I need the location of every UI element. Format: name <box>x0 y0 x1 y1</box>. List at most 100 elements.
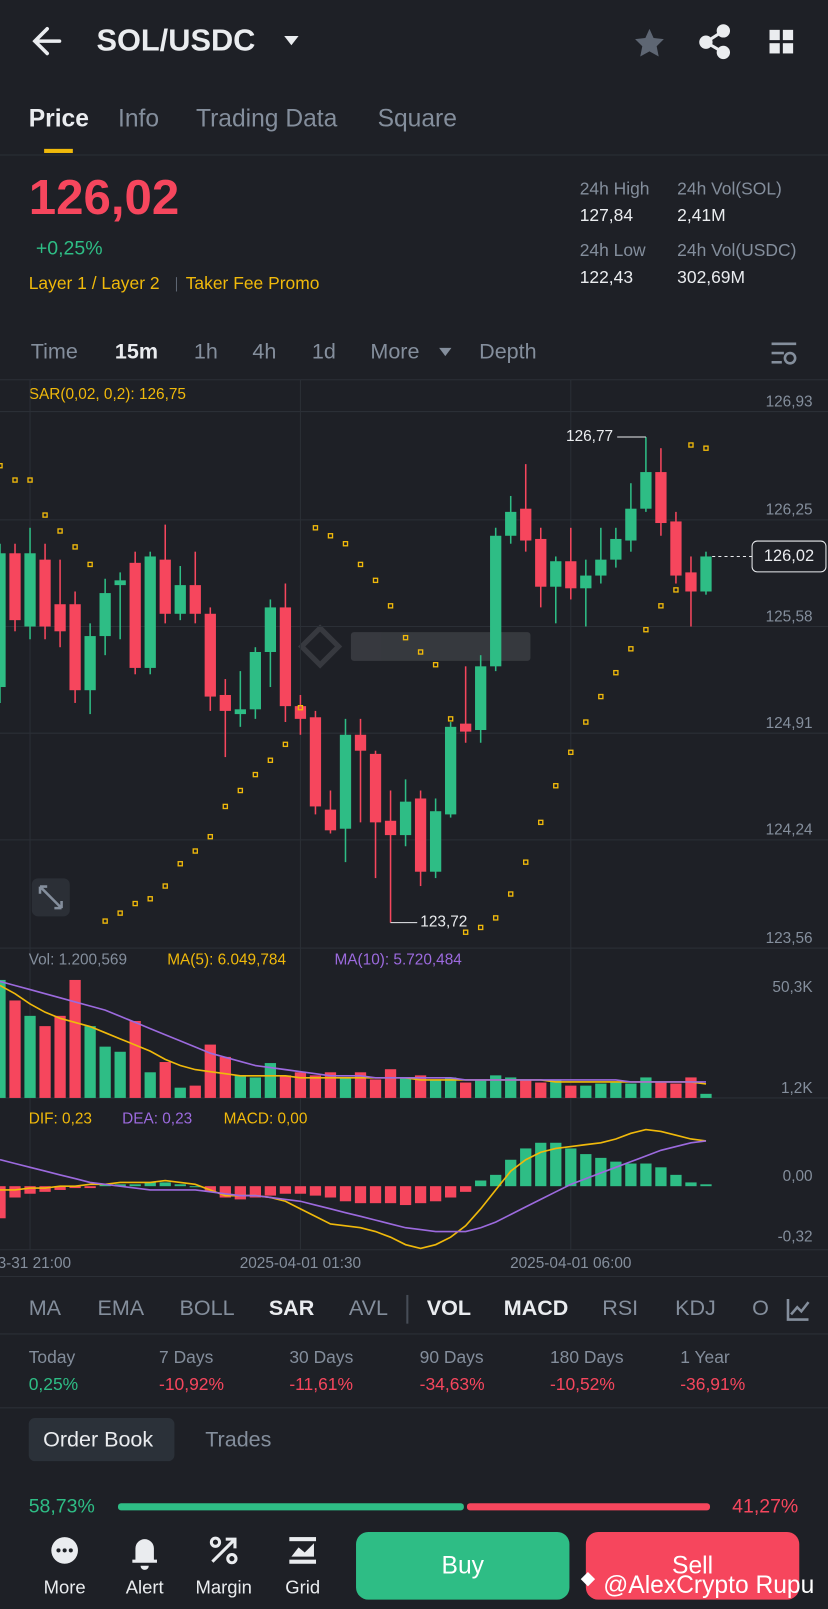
volume-bar <box>0 979 6 1098</box>
sar-dot <box>177 861 183 867</box>
volume-bar <box>114 1051 126 1098</box>
chart-settings-icon[interactable] <box>771 342 797 365</box>
expand-button[interactable] <box>31 878 70 917</box>
more-icon[interactable] <box>51 1537 78 1564</box>
sar-dot <box>162 883 168 889</box>
sar-dot <box>447 716 454 722</box>
volume-bar <box>234 1075 246 1098</box>
volume-bar <box>69 979 81 1098</box>
y-tick-label: 126,93 <box>766 393 813 410</box>
performance-value: -11,61% <box>289 1374 353 1394</box>
interval[interactable]: Time <box>31 340 78 364</box>
y-tick-label: 125,58 <box>766 608 813 625</box>
tab[interactable]: Trading Data <box>196 106 338 133</box>
macd-bar <box>610 1161 622 1187</box>
macd-bar <box>444 1186 457 1198</box>
tab[interactable]: Info <box>118 106 159 133</box>
tab[interactable]: Square <box>378 106 457 133</box>
stat-value: 302,69M <box>677 267 745 287</box>
alert-icon[interactable] <box>132 1539 157 1570</box>
sar-dot <box>222 803 229 810</box>
sar-dot <box>553 783 559 789</box>
indicator[interactable]: BOLL <box>180 1296 235 1320</box>
macd-bar <box>625 1163 637 1187</box>
volume-bar <box>84 1026 96 1098</box>
nav-label[interactable]: More <box>44 1576 86 1597</box>
macd-bar <box>429 1186 442 1202</box>
candle-body <box>54 604 66 632</box>
sell-ratio-label: 41,27% <box>732 1495 798 1517</box>
volume-bar <box>39 1026 51 1098</box>
volume-bar <box>399 1077 412 1098</box>
nav-label[interactable]: Alert <box>126 1576 164 1597</box>
interval[interactable]: 1h <box>194 340 218 364</box>
candle-body <box>610 538 622 560</box>
sell-button[interactable] <box>585 1531 800 1600</box>
interval[interactable]: More <box>370 340 419 364</box>
macd-bar <box>640 1163 652 1187</box>
pair-caret[interactable] <box>284 36 299 46</box>
back-button[interactable] <box>32 27 62 56</box>
margin-icon[interactable] <box>209 1536 238 1565</box>
annotation-label: 123,72 <box>420 914 467 931</box>
indicator[interactable]: VOL <box>427 1296 471 1320</box>
volume-bar <box>625 1083 637 1098</box>
interval[interactable]: 4h <box>252 340 276 364</box>
interval[interactable]: 15m <box>115 340 158 364</box>
volume-bar <box>309 1075 322 1098</box>
indicator[interactable]: EMA <box>97 1296 144 1320</box>
volume-bar <box>520 1079 532 1098</box>
candle-body <box>69 604 81 691</box>
volume-bar <box>475 1079 487 1098</box>
sar-dot <box>267 757 274 763</box>
indicator[interactable]: MA <box>29 1296 62 1320</box>
indicator[interactable]: AVL <box>349 1296 388 1320</box>
pair-title[interactable]: SOL/USDC <box>96 22 255 57</box>
volume-bar <box>159 1062 171 1098</box>
indicator[interactable]: SAR <box>269 1296 315 1320</box>
more-caret[interactable] <box>439 347 452 357</box>
indicator-settings-icon[interactable] <box>786 1299 810 1321</box>
buy-label[interactable]: Buy <box>442 1552 485 1579</box>
candle-body <box>429 811 442 872</box>
candle-body <box>294 706 307 719</box>
order-tab[interactable]: Order Book <box>43 1427 153 1451</box>
sell-label[interactable]: Sell <box>672 1552 713 1579</box>
candle-body <box>204 613 216 697</box>
sar-dot <box>297 705 304 711</box>
nav-label[interactable]: Margin <box>195 1576 251 1597</box>
share-icon[interactable] <box>699 24 731 60</box>
nav-label[interactable]: Grid <box>285 1576 320 1597</box>
candle-body <box>444 726 457 815</box>
volume-bar <box>294 1072 307 1098</box>
macd-bar <box>339 1186 352 1202</box>
menu-icon[interactable] <box>769 29 794 54</box>
volume-legend: MA(10): 5.720,484 <box>334 952 462 969</box>
macd-bar <box>69 1186 81 1189</box>
tag[interactable]: Layer 1 / Layer 2 <box>29 273 160 293</box>
macd-bar <box>144 1182 156 1187</box>
indicator[interactable]: MACD <box>504 1296 569 1320</box>
candle-body <box>625 508 637 541</box>
candle-body <box>99 593 111 637</box>
volume-bar <box>129 1020 141 1098</box>
candle-body <box>309 717 322 807</box>
stat-label: 24h Low <box>580 240 646 260</box>
indicator[interactable]: RSI <box>602 1296 638 1320</box>
y-tick-label: 123,56 <box>766 930 813 947</box>
indicator[interactable]: KDJ <box>675 1296 716 1320</box>
tag[interactable]: Taker Fee Promo <box>186 273 320 293</box>
interval[interactable]: Depth <box>479 340 536 364</box>
candle-body <box>129 562 141 668</box>
macd-bar <box>39 1186 51 1192</box>
performance-label: 7 Days <box>159 1347 214 1367</box>
volume-bar <box>339 1077 352 1098</box>
buy-button[interactable] <box>356 1531 570 1600</box>
grid-icon[interactable] <box>289 1537 317 1564</box>
interval[interactable]: 1d <box>312 340 336 364</box>
order-tab[interactable]: Trades <box>205 1427 271 1451</box>
tab[interactable]: Price <box>29 106 89 133</box>
favorite-icon[interactable] <box>635 28 664 57</box>
indicator[interactable]: O <box>752 1296 769 1320</box>
order-tab-active[interactable] <box>28 1418 175 1462</box>
